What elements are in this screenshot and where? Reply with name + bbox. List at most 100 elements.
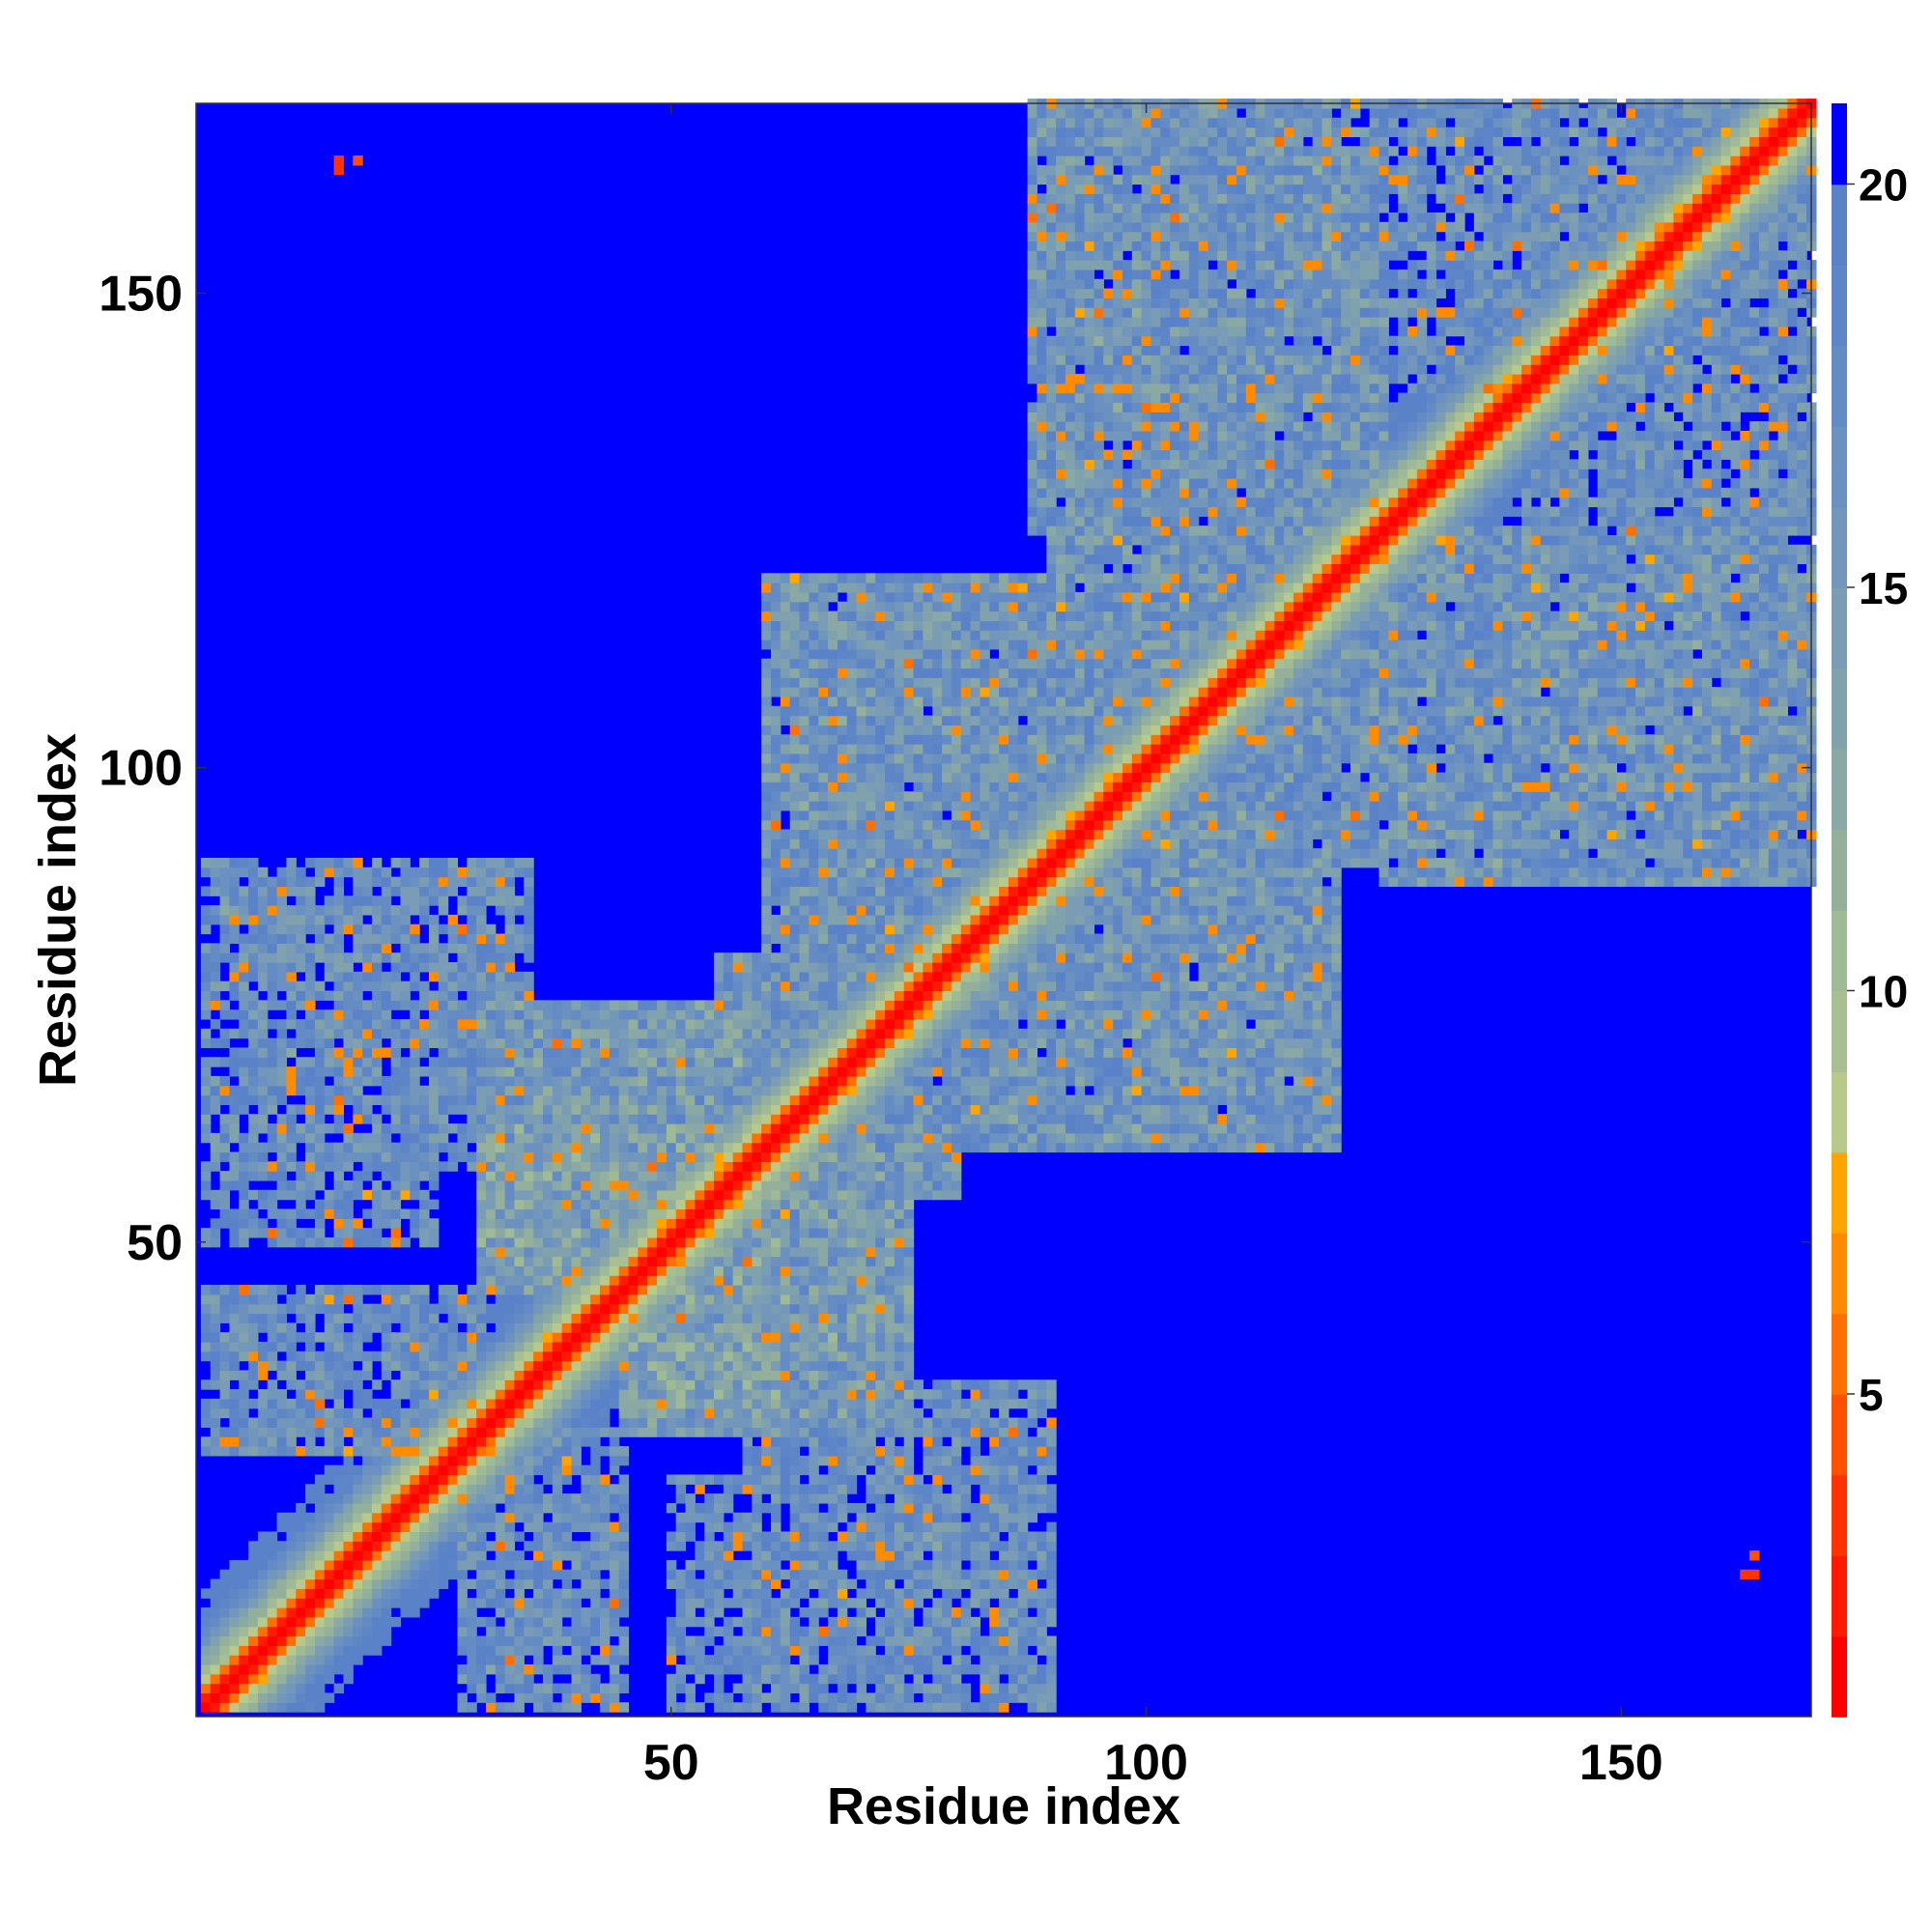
- heatmap-cell: [1160, 1104, 1170, 1114]
- heatmap-cell: [486, 1200, 496, 1209]
- heatmap-cell: [733, 1684, 743, 1693]
- heatmap-cell: [533, 1692, 543, 1702]
- heatmap-cell: [980, 1475, 989, 1485]
- heatmap-cell: [847, 1465, 857, 1475]
- heatmap-cell: [914, 1076, 923, 1086]
- heatmap-cell: [553, 1379, 562, 1389]
- heatmap-cell: [875, 1322, 885, 1332]
- heatmap-cell: [761, 1114, 771, 1123]
- heatmap-cell: [781, 1257, 790, 1266]
- heatmap-cell: [1094, 1143, 1103, 1152]
- heatmap-cell: [248, 1370, 258, 1379]
- heatmap-cell: [771, 1123, 781, 1133]
- heatmap-cell: [676, 1361, 686, 1371]
- heatmap-cell: [229, 1570, 239, 1579]
- heatmap-cell: [467, 1389, 476, 1399]
- heatmap-cell: [647, 1095, 657, 1105]
- heatmap-cell: [419, 1531, 429, 1541]
- heatmap-cell: [818, 1531, 828, 1541]
- heatmap-cell: [733, 1257, 743, 1266]
- heatmap-cell: [800, 1503, 810, 1513]
- heatmap-cell: [1046, 1123, 1056, 1133]
- heatmap-cell: [248, 1123, 258, 1133]
- heatmap-cell: [581, 1541, 590, 1550]
- heatmap-cell: [847, 1598, 857, 1607]
- heatmap-cell: [286, 1114, 296, 1123]
- heatmap-cell: [543, 1550, 553, 1560]
- heatmap-cell: [286, 1218, 296, 1228]
- heatmap-cell: [1009, 1389, 1018, 1399]
- heatmap-cell: [904, 1684, 914, 1693]
- heatmap-cell: [258, 1218, 268, 1228]
- heatmap-cell: [838, 1237, 847, 1247]
- heatmap-cell: [533, 1265, 543, 1275]
- heatmap-cell: [268, 1674, 277, 1684]
- heatmap-cell: [277, 1208, 287, 1218]
- heatmap-cell: [828, 1304, 838, 1314]
- heatmap-cell: [1009, 1674, 1018, 1684]
- heatmap-cell: [325, 1351, 334, 1361]
- heatmap-cell: [343, 1475, 353, 1485]
- heatmap-cell: [229, 1114, 239, 1123]
- heatmap-cell: [562, 1522, 572, 1532]
- heatmap-cell: [828, 1692, 838, 1702]
- heatmap-cell: [220, 1370, 230, 1379]
- heatmap-cell: [942, 1104, 952, 1114]
- heatmap-cell: [838, 1265, 847, 1275]
- heatmap-cell: [733, 1541, 743, 1550]
- heatmap-cell: [391, 1484, 401, 1493]
- heatmap-cell: [809, 1607, 818, 1617]
- heatmap-cell: [1046, 1436, 1056, 1446]
- heatmap-cell: [543, 1076, 553, 1086]
- heatmap-cell: [733, 1076, 743, 1086]
- heatmap-cell: [638, 1208, 647, 1218]
- heatmap-cell: [419, 1484, 429, 1493]
- heatmap-cell: [761, 1237, 771, 1247]
- heatmap-cell: [989, 1475, 999, 1485]
- heatmap-cell: [704, 1617, 714, 1627]
- heatmap-cell: [914, 1636, 923, 1646]
- heatmap-cell: [686, 1655, 696, 1664]
- heatmap-cell: [211, 1436, 220, 1446]
- heatmap-cell: [496, 1627, 505, 1636]
- heatmap-cell: [761, 1228, 771, 1237]
- heatmap-cell: [875, 1588, 885, 1598]
- heatmap-cell: [325, 1294, 334, 1304]
- heatmap-cell: [733, 1408, 743, 1418]
- heatmap-cell: [885, 1237, 895, 1247]
- heatmap-cell: [800, 1247, 810, 1257]
- heatmap-cell: [571, 1180, 581, 1190]
- heatmap-cell: [1037, 1503, 1046, 1513]
- heatmap-cell: [743, 1702, 753, 1712]
- heatmap-cell: [857, 1180, 867, 1190]
- heatmap-cell: [904, 1190, 914, 1200]
- heatmap-cell: [486, 1598, 496, 1607]
- heatmap-cell: [980, 1133, 989, 1143]
- heatmap-cell: [695, 1237, 704, 1247]
- heatmap-cell: [989, 1436, 999, 1446]
- heatmap-cell: [638, 1104, 647, 1114]
- heatmap-cell: [875, 1190, 885, 1200]
- heatmap-cell: [695, 1104, 704, 1114]
- heatmap-cell: [543, 1361, 553, 1371]
- heatmap-cell: [211, 1702, 220, 1712]
- heatmap-cell: [971, 1114, 980, 1123]
- heatmap-cell: [1179, 1114, 1189, 1123]
- heatmap-cell: [315, 1655, 325, 1664]
- heatmap-cell: [724, 1361, 733, 1371]
- heatmap-cell: [600, 1351, 610, 1361]
- heatmap-cell: [989, 1399, 999, 1408]
- heatmap-cell: [1046, 1684, 1056, 1693]
- heatmap-cell: [496, 1265, 505, 1275]
- heatmap-cell: [809, 1370, 818, 1379]
- heatmap-cell: [220, 1399, 230, 1408]
- heatmap-cell: [325, 1161, 334, 1171]
- heatmap-cell: [932, 1446, 942, 1456]
- heatmap-cell: [932, 1389, 942, 1399]
- heatmap-cell: [875, 1550, 885, 1560]
- heatmap-cell: [743, 1200, 753, 1209]
- heatmap-cell: [496, 1237, 505, 1247]
- heatmap-cell: [305, 1379, 315, 1389]
- heatmap-cell: [372, 1503, 382, 1513]
- heatmap-cell: [686, 1503, 696, 1513]
